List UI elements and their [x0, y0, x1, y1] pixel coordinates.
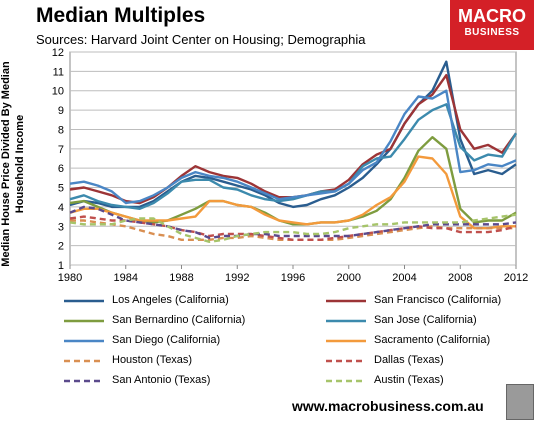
x-tick-label: 2000 [337, 272, 361, 284]
y-tick-label: 12 [52, 47, 64, 59]
y-tick-label: 9 [58, 105, 64, 117]
legend-label: San Jose (California) [374, 314, 477, 326]
chart-subtitle: Sources: Harvard Joint Center on Housing… [36, 32, 366, 47]
logo-line-1: MACRO [458, 6, 526, 26]
series-line-san-diego-california [69, 89, 517, 205]
y-tick-label: 10 [52, 86, 64, 98]
legend-label: Los Angeles (California) [112, 294, 229, 306]
legend-swatch [326, 319, 366, 323]
x-tick-label: 1992 [225, 272, 249, 284]
footer-url[interactable]: www.macrobusiness.com.au [292, 398, 484, 414]
legend-label: Houston (Texas) [112, 354, 193, 366]
legend-swatch [64, 319, 104, 323]
legend-label: San Bernardino (California) [112, 314, 246, 326]
series-line-austin-texas [69, 213, 517, 244]
legend-swatch [326, 359, 366, 363]
x-tick-label: 1980 [58, 272, 82, 284]
legend-label: Dallas (Texas) [374, 354, 444, 366]
legend-label: San Antonio (Texas) [112, 374, 211, 386]
legend-label: Austin (Texas) [374, 374, 444, 386]
y-tick-label: 1 [58, 260, 64, 272]
wolf-logo-icon [506, 384, 534, 420]
x-tick-label: 2012 [504, 272, 528, 284]
macrobusiness-logo: MACRO BUSINESS [450, 0, 534, 50]
y-tick-label: 6 [58, 163, 64, 175]
series-line-dallas-texas [69, 215, 517, 242]
legend-swatch [64, 359, 104, 363]
y-tick-label: 5 [58, 183, 64, 195]
y-tick-label: 3 [58, 221, 64, 233]
y-tick-label: 11 [53, 66, 64, 78]
legend-swatch [64, 379, 104, 383]
legend-label: Sacramento (California) [374, 334, 491, 346]
y-tick-label: 4 [58, 202, 64, 214]
legend-swatch [326, 299, 366, 303]
legend-swatch [64, 339, 104, 343]
x-tick-label: 1988 [169, 272, 193, 284]
series-line-los-angeles-california [69, 60, 517, 209]
legend-label: San Diego (California) [112, 334, 221, 346]
series-line-san-jose-california [69, 103, 518, 211]
legend-label: San Francisco (California) [374, 294, 502, 306]
y-tick-label: 7 [58, 144, 64, 156]
x-tick-label: 2004 [392, 272, 416, 284]
series-line-sacramento-california [69, 155, 516, 230]
x-tick-label: 2008 [448, 272, 472, 284]
chart-title: Median Multiples [36, 4, 206, 27]
y-tick-label: 2 [58, 241, 64, 253]
y-tick-label: 8 [58, 124, 64, 136]
x-tick-label: 1996 [281, 272, 305, 284]
legend-swatch [326, 379, 366, 383]
x-tick-label: 1984 [114, 272, 138, 284]
logo-line-2: BUSINESS [464, 27, 520, 38]
legend-swatch [64, 299, 104, 303]
legend-swatch [326, 339, 366, 343]
